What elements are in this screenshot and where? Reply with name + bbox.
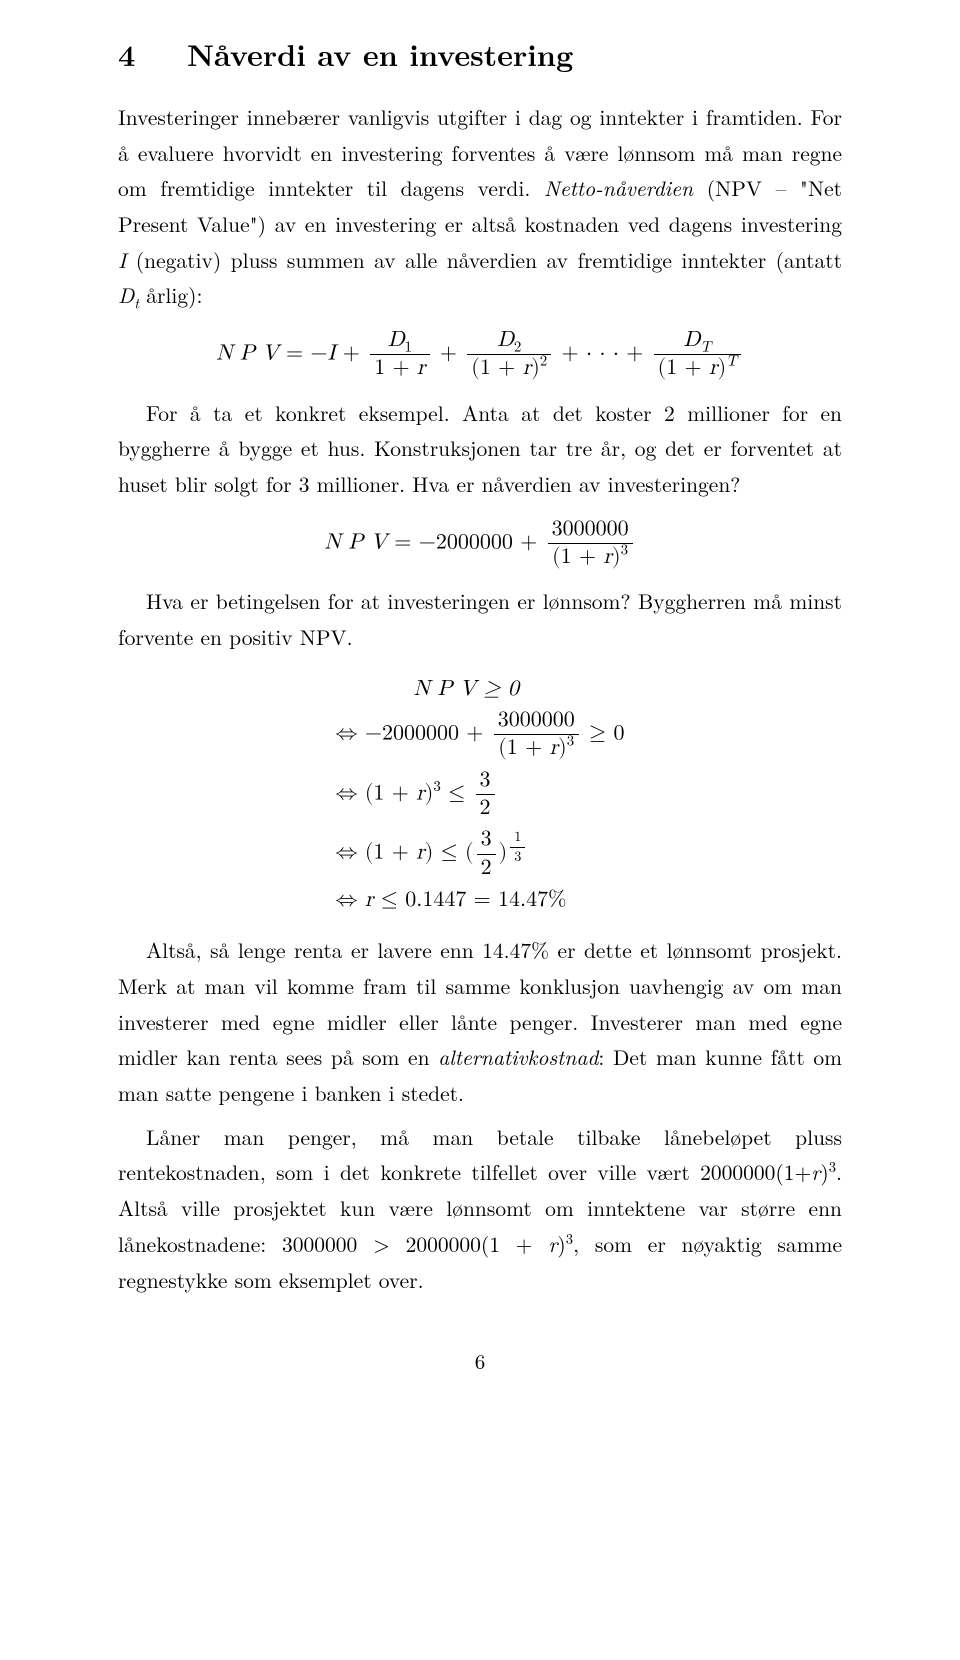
p5-text-a: Låner man penger, må man betale tilbake … — [118, 1122, 842, 1188]
section-title-text: Nåverdi av en investering — [187, 32, 573, 75]
eq3-row2: ⇔ −2000000 + 3000000(1 + r)3 ≥ 0 — [336, 708, 625, 762]
equation-npv-example: N P V = −2000000 + 3000000(1 + r)3 — [118, 517, 842, 571]
p5-math-r1: r — [811, 1157, 820, 1187]
eq3-row4: ⇔ (1 + r) ≤ (32)13 — [336, 827, 625, 881]
eq3-row5: ⇔ r ≤ 0.1447 = 14.47% — [336, 887, 625, 913]
paragraph-3: Hva er betingelsen for at investeringen … — [118, 584, 842, 655]
document-page: 4 Nåverdi av en investering Investeringe… — [0, 0, 960, 1660]
equation-npv-general: N P V = −I + D11 + r + D2(1 + r)2 + · · … — [118, 328, 842, 382]
p3-text: Hva er betingelsen for at investeringen … — [118, 586, 842, 652]
p1-text-e: (negativ) pluss summen av alle nåverdien… — [126, 245, 842, 275]
p1-math-Dt: Dt — [118, 280, 139, 310]
equation-conditions: N P V ≥ 0 ⇔ −2000000 + 3000000(1 + r)3 ≥… — [118, 670, 842, 920]
section-number: 4 — [118, 32, 135, 75]
section-heading: 4 Nåverdi av en investering — [118, 36, 842, 72]
paragraph-1: Investeringer innebærer vanligvis utgift… — [118, 100, 842, 314]
eq1-frac-3: DT(1 + r)T — [654, 328, 741, 382]
page-number: 6 — [118, 1344, 842, 1379]
eq1-frac-2: D2(1 + r)2 — [467, 328, 551, 382]
eq3-row3: ⇔ (1 + r)3 ≤ 32 — [336, 768, 625, 822]
eq3-row1: N P V ≥ 0 — [336, 676, 625, 702]
paragraph-4: Altså, så lenge renta er lavere enn 14.4… — [118, 933, 842, 1111]
aligned-rows: N P V ≥ 0 ⇔ −2000000 + 3000000(1 + r)3 ≥… — [336, 670, 625, 920]
p1-text-g: årlig): — [139, 280, 202, 310]
p4-italic: alternativkostnad — [438, 1042, 598, 1072]
p2-text: For å ta et konkret eksempel. Anta at de… — [118, 398, 842, 499]
paragraph-5: Låner man penger, må man betale tilbake … — [118, 1120, 842, 1298]
p1-italic: Netto-nåverdien — [544, 173, 693, 203]
eq2-frac: 3000000(1 + r)3 — [548, 517, 633, 571]
paragraph-2: For å ta et konkret eksempel. Anta at de… — [118, 396, 842, 503]
eq1-frac-1: D11 + r — [370, 328, 429, 382]
